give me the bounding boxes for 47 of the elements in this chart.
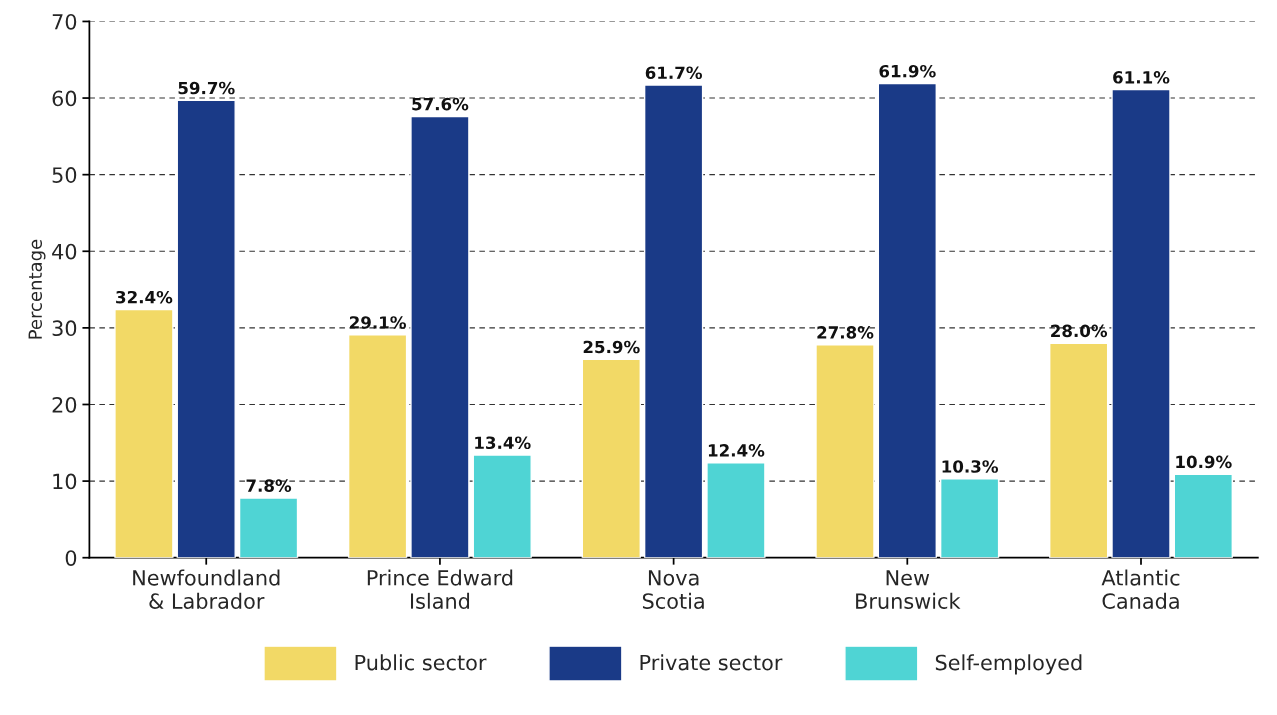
x-tick-label: Atlantic Canada [1101,569,1180,609]
bar [472,454,532,558]
data-label: 25.9% [583,340,640,354]
bar [1049,342,1109,558]
x-tick-label: Nova Scotia [642,570,704,609]
bar [176,99,236,558]
y-axis-title: Percentage [28,239,46,339]
y-tick-label: 60 [52,90,77,107]
y-tick-label: 20 [52,396,77,413]
bar [1111,88,1171,558]
y-tick-label: 10 [53,473,77,490]
data-label: 29.1% [350,316,406,329]
x-tick-label: Newfoundland & Labrador [133,569,280,609]
y-tick-label: 30 [52,320,77,337]
data-label: 7.8% [246,479,292,492]
y-tick-label: 50 [52,167,77,183]
data-label: 13.4% [475,436,531,450]
x-tick-label: New Brunswick [856,570,961,609]
bar [877,82,937,558]
bar [939,478,1000,558]
bar [1173,473,1233,558]
x-tick-label: Prince Edward Island [367,569,513,609]
y-tick-label: 0 [65,550,77,566]
data-label: 10.3% [942,460,999,473]
bar [815,344,875,558]
data-label: 59.7% [178,81,235,95]
legend-label: Private sector [640,654,783,671]
y-tick-label: 40 [52,243,77,260]
data-label: 61.9% [879,64,936,78]
bar [410,115,470,558]
bar [643,84,704,558]
data-label: 28.0% [1051,324,1108,338]
data-label: 32.4% [116,290,173,304]
data-label: 57.6% [412,97,469,111]
bar [114,308,174,558]
data-label: 61.1% [1113,71,1170,84]
bar [706,462,766,558]
bar [238,497,299,558]
y-tick-label: 70 [52,13,77,30]
data-label: 12.4% [708,444,765,457]
legend-label: Public sector [355,654,487,671]
bar [581,358,641,558]
data-label: 10.9% [1176,455,1232,469]
legend-label: Self-employed [935,654,1082,675]
data-label: 61.7% [645,66,702,80]
data-label: 27.8% [817,326,874,339]
bar [347,334,408,558]
